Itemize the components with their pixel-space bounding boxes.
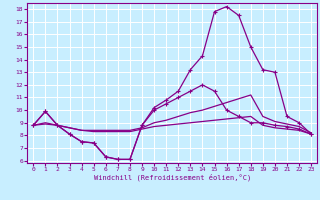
X-axis label: Windchill (Refroidissement éolien,°C): Windchill (Refroidissement éolien,°C) [94,174,251,181]
